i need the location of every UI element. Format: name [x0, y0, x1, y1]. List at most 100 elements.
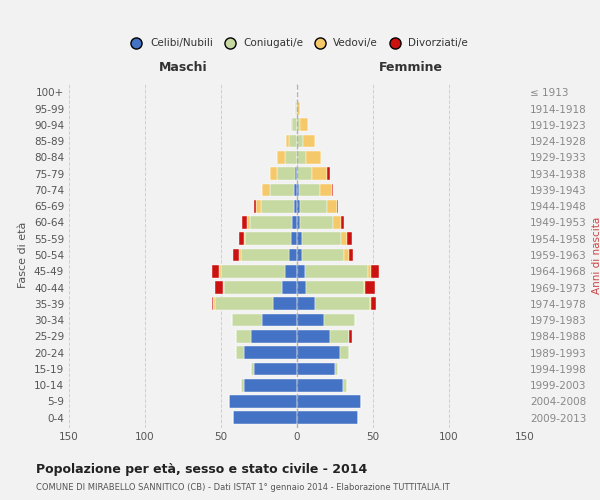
Bar — [340, 346, 349, 359]
Bar — [297, 379, 343, 392]
Y-axis label: Fasce di età: Fasce di età — [19, 222, 28, 288]
Bar — [371, 265, 379, 278]
Bar — [302, 248, 344, 262]
Bar — [300, 118, 308, 131]
Bar — [341, 216, 344, 229]
Bar — [297, 330, 331, 342]
Bar — [328, 168, 331, 180]
Bar — [285, 265, 297, 278]
Bar — [347, 232, 352, 245]
Bar — [297, 216, 300, 229]
Bar — [251, 330, 297, 342]
Bar — [297, 265, 305, 278]
Bar — [291, 118, 292, 131]
Bar — [245, 232, 291, 245]
Bar — [220, 265, 221, 278]
Bar — [232, 314, 262, 326]
Bar — [332, 184, 334, 196]
Bar — [224, 281, 282, 294]
Bar — [223, 281, 224, 294]
Bar — [295, 168, 297, 180]
Bar — [277, 151, 285, 164]
Bar — [282, 281, 297, 294]
Bar — [269, 168, 277, 180]
Bar — [221, 265, 285, 278]
Bar — [368, 265, 371, 278]
Bar — [277, 168, 295, 180]
Bar — [370, 298, 371, 310]
Bar — [297, 314, 325, 326]
Bar — [244, 379, 297, 392]
Bar — [297, 184, 299, 196]
Bar — [325, 314, 355, 326]
Bar — [312, 168, 328, 180]
Text: Femmine: Femmine — [379, 60, 443, 74]
Bar — [297, 102, 300, 115]
Bar — [297, 118, 300, 131]
Bar — [256, 200, 260, 212]
Bar — [297, 168, 312, 180]
Bar — [215, 298, 272, 310]
Bar — [344, 248, 349, 262]
Bar — [294, 200, 297, 212]
Bar — [291, 232, 297, 245]
Bar — [212, 298, 214, 310]
Bar — [305, 265, 368, 278]
Bar — [212, 265, 220, 278]
Bar — [302, 232, 341, 245]
Text: Popolazione per età, sesso e stato civile - 2014: Popolazione per età, sesso e stato civil… — [36, 462, 367, 475]
Bar — [343, 379, 347, 392]
Bar — [295, 102, 297, 115]
Bar — [300, 216, 334, 229]
Bar — [371, 298, 376, 310]
Bar — [320, 184, 332, 196]
Bar — [286, 134, 289, 147]
Legend: Celibi/Nubili, Coniugati/e, Vedovi/e, Divorziati/e: Celibi/Nubili, Coniugati/e, Vedovi/e, Di… — [122, 34, 472, 52]
Bar — [328, 200, 337, 212]
Bar — [236, 330, 251, 342]
Bar — [289, 134, 297, 147]
Bar — [349, 330, 352, 342]
Bar — [331, 330, 349, 342]
Bar — [297, 362, 335, 376]
Bar — [289, 248, 297, 262]
Bar — [241, 379, 244, 392]
Bar — [315, 298, 370, 310]
Bar — [297, 200, 300, 212]
Bar — [262, 184, 269, 196]
Bar — [236, 346, 244, 359]
Bar — [260, 200, 294, 212]
Bar — [292, 118, 297, 131]
Text: COMUNE DI MIRABELLO SANNITICO (CB) - Dati ISTAT 1° gennaio 2014 - Elaborazione T: COMUNE DI MIRABELLO SANNITICO (CB) - Dat… — [36, 484, 450, 492]
Bar — [294, 184, 297, 196]
Bar — [272, 298, 297, 310]
Bar — [239, 248, 241, 262]
Bar — [233, 248, 239, 262]
Bar — [251, 362, 254, 376]
Bar — [297, 232, 302, 245]
Bar — [241, 248, 289, 262]
Bar — [297, 151, 306, 164]
Bar — [262, 314, 297, 326]
Bar — [297, 412, 358, 424]
Bar — [269, 184, 294, 196]
Bar — [297, 134, 303, 147]
Bar — [364, 281, 365, 294]
Bar — [300, 200, 328, 212]
Bar — [292, 216, 297, 229]
Bar — [297, 248, 302, 262]
Bar — [297, 346, 340, 359]
Bar — [299, 184, 320, 196]
Bar — [365, 281, 374, 294]
Bar — [215, 281, 223, 294]
Bar — [244, 232, 245, 245]
Bar — [242, 216, 247, 229]
Y-axis label: Anni di nascita: Anni di nascita — [592, 216, 600, 294]
Bar — [229, 395, 297, 408]
Bar — [285, 151, 297, 164]
Bar — [247, 216, 250, 229]
Bar — [233, 412, 297, 424]
Bar — [341, 232, 347, 245]
Text: Maschi: Maschi — [158, 60, 208, 74]
Bar — [254, 362, 297, 376]
